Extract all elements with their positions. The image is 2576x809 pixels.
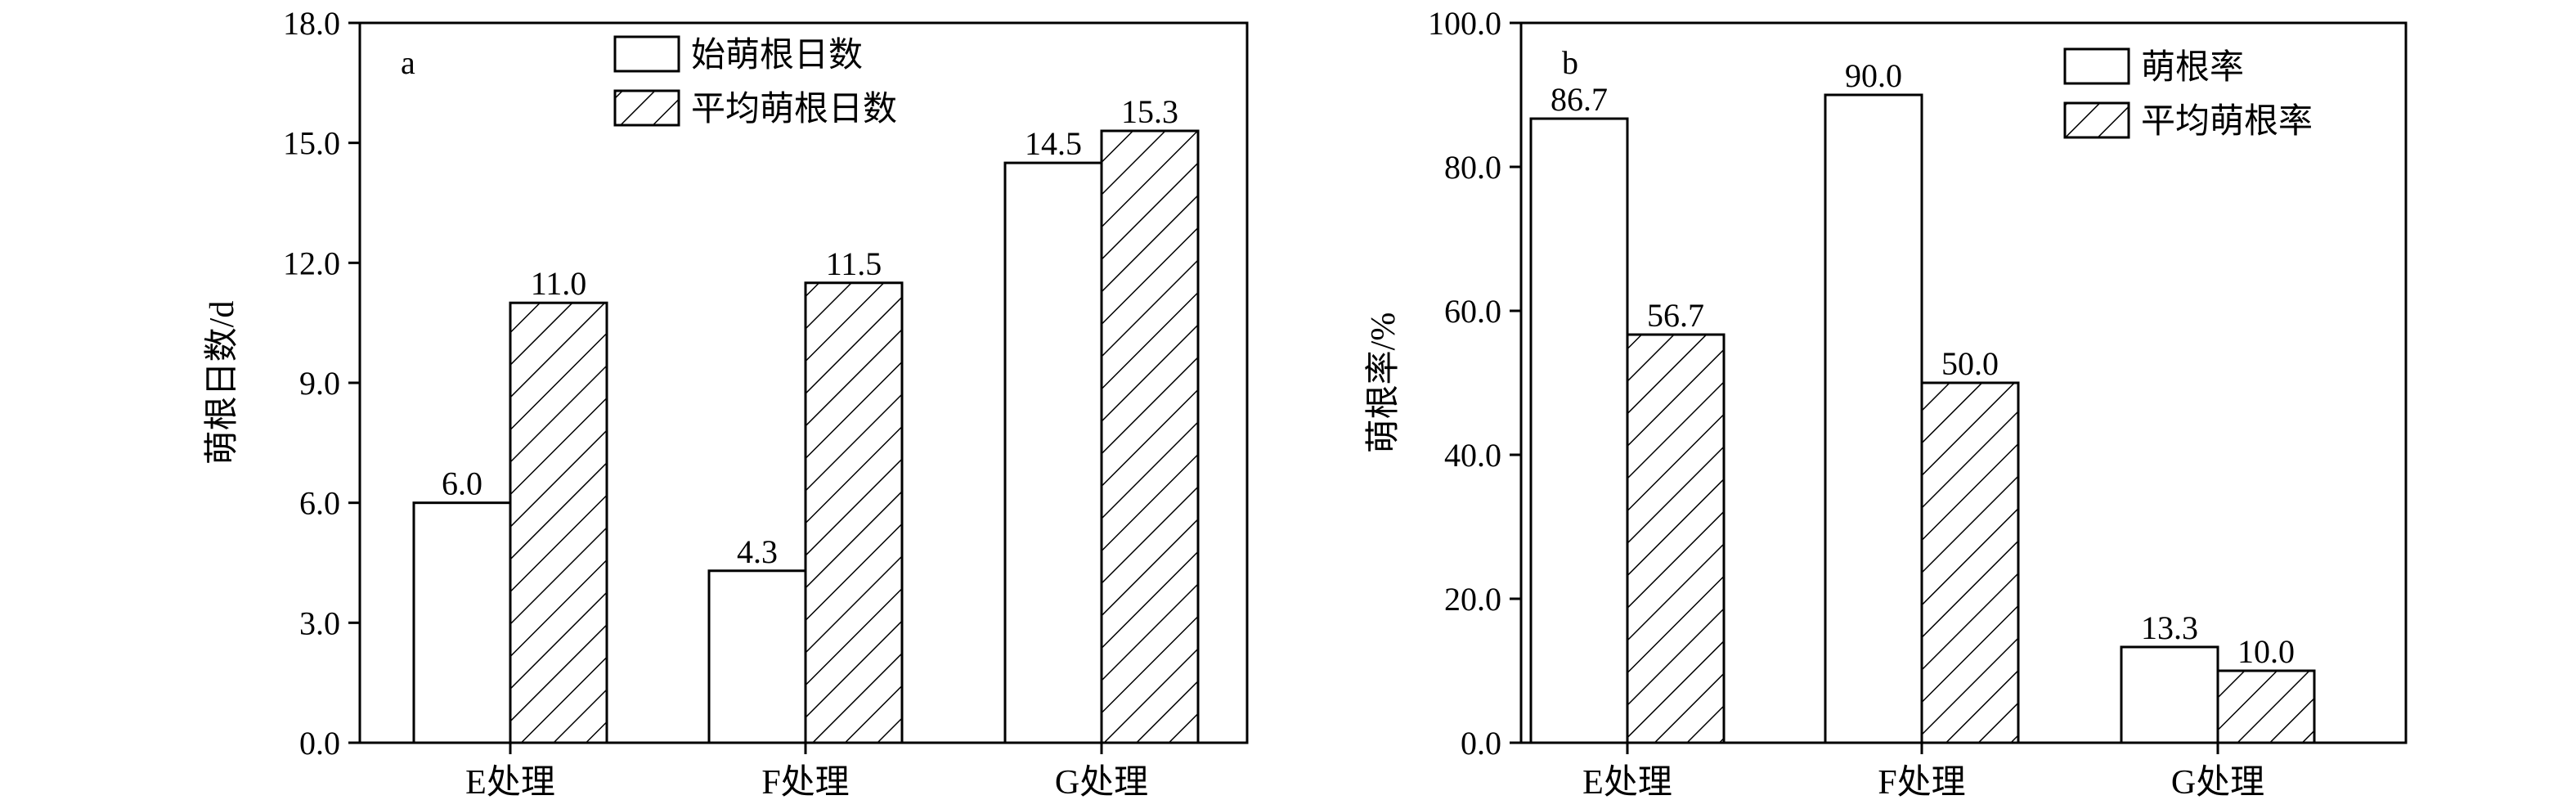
y-tick-label: 60.0	[1444, 293, 1501, 330]
bar-value-label: 11.0	[531, 265, 587, 302]
y-tick-label: 0.0	[299, 725, 340, 762]
y-tick-label: 6.0	[299, 485, 340, 522]
bar-open	[1003, 161, 1103, 744]
x-category-label: E处理	[465, 764, 555, 802]
y-tick-label: 100.0	[1428, 5, 1501, 42]
bar-value-label: 13.3	[2141, 609, 2198, 646]
y-tick-label: 80.0	[1444, 149, 1501, 186]
legend-swatch	[2063, 47, 2130, 85]
bar-open	[1529, 117, 1629, 744]
bar-hatched	[1626, 333, 1726, 744]
bar-open	[1824, 93, 1923, 744]
x-category-label: F处理	[761, 764, 849, 802]
y-axis-title: 萌根日数/d	[204, 301, 241, 465]
bar-open	[412, 501, 512, 744]
bar-hatched	[1920, 381, 2020, 744]
y-tick-label: 9.0	[299, 365, 340, 402]
y-tick-label: 3.0	[299, 605, 340, 641]
bar-value-label: 11.5	[826, 245, 882, 282]
legend-swatch	[2063, 101, 2130, 139]
y-tick-label: 15.0	[283, 125, 340, 162]
chart-panel-a: 0.0 3.0 6.0 9.0 12.0 15.0 18.0 E处理 F处理 G处理 萌根日数/d a…	[204, 5, 1249, 802]
y-tick-label: 18.0	[283, 5, 340, 42]
bar-hatched	[509, 301, 608, 744]
x-category-label: G处理	[2171, 764, 2264, 802]
panel-label: a	[401, 44, 415, 81]
bar-value-label: 50.0	[1941, 345, 1999, 382]
y-tick-label: 40.0	[1444, 437, 1501, 474]
panel-label: b	[1562, 44, 1578, 81]
bar-value-label: 15.3	[1121, 93, 1178, 130]
x-category-label: E处理	[1582, 764, 1672, 802]
bar-hatched	[2216, 669, 2316, 744]
bar-value-label: 10.0	[2237, 633, 2295, 670]
x-category-label: F处理	[1878, 764, 1965, 802]
y-tick-label: 20.0	[1444, 581, 1501, 618]
y-tick-label: 12.0	[283, 245, 340, 281]
bar-hatched	[1100, 129, 1200, 744]
legend-label: 平均萌根率	[2141, 102, 2313, 141]
bar-value-label: 14.5	[1025, 125, 1082, 162]
bar-value-label: 4.3	[737, 533, 778, 570]
legend-label: 萌根率	[2141, 48, 2244, 87]
chart-panel-b: 0.0 20.0 40.0 60.0 80.0 100.0 E处理 F处理 G处理 萌根率/% b8…	[1364, 5, 2408, 802]
bar-value-label: 6.0	[442, 465, 482, 502]
bar-value-label: 86.7	[1551, 81, 1608, 118]
y-tick-label: 0.0	[1461, 725, 1501, 762]
y-axis-title: 萌根率/%	[1364, 312, 1402, 454]
bar-open	[707, 569, 807, 744]
bar-hatched	[804, 281, 904, 744]
legend-label: 始萌根日数	[691, 37, 863, 74]
legend-swatch	[613, 35, 680, 73]
legend-swatch	[613, 89, 680, 127]
bar-open	[2120, 645, 2219, 744]
x-category-label: G处理	[1055, 764, 1148, 802]
legend-label: 平均萌根日数	[691, 91, 897, 128]
bar-value-label: 90.0	[1845, 57, 1902, 94]
bar-value-label: 56.7	[1647, 297, 1704, 334]
